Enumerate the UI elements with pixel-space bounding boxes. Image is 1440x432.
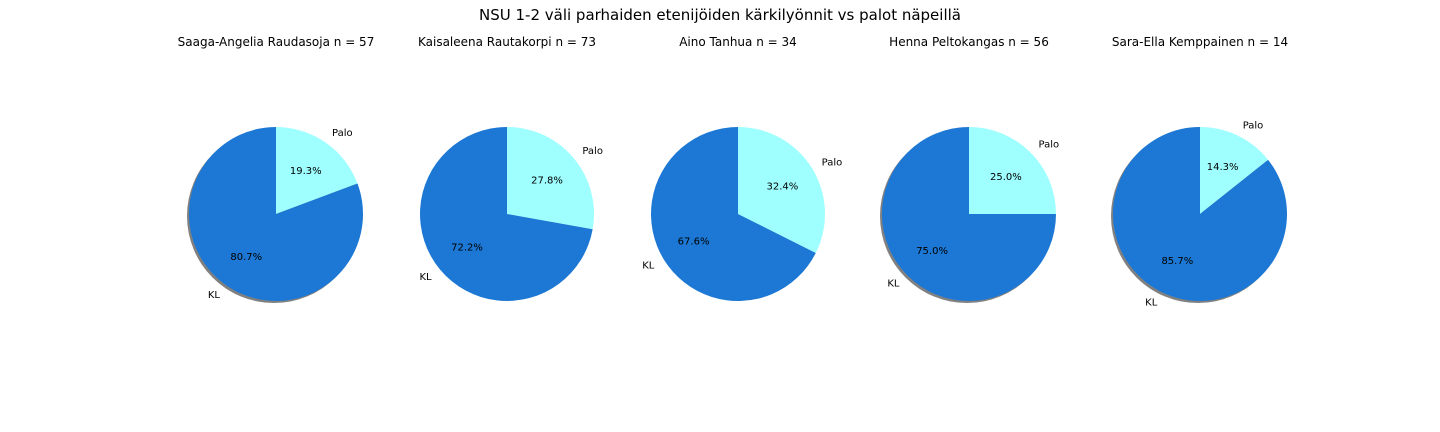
pie-slice-kl bbox=[419, 127, 593, 301]
slice-label-palo: Palo bbox=[332, 128, 353, 139]
slice-label-palo: Palo bbox=[822, 157, 843, 168]
slice-percent-palo: 25.0% bbox=[990, 172, 1022, 183]
pie-slice-kl bbox=[189, 127, 363, 301]
slice-percent-kl: 80.7% bbox=[230, 252, 262, 263]
pie-slice-kl bbox=[1112, 127, 1287, 302]
pie-title: Sara-Ella Kemppainen n = 14 bbox=[1112, 35, 1288, 49]
slice-percent-kl: 85.7% bbox=[1161, 256, 1193, 267]
pie-title: Kaisaleena Rautakorpi n = 73 bbox=[418, 35, 596, 49]
slice-label-kl: KL bbox=[887, 279, 900, 290]
slice-label-kl: KL bbox=[420, 272, 433, 283]
pie-chart-1: Saaga-Angelia Raudasoja n = 57 Palo 19.3% K… bbox=[178, 35, 375, 303]
pie-chart-3: Aino Tanhua n = 34 Palo 32.4% KL 67.6% bbox=[642, 35, 842, 301]
pie-chart-5: Sara-Ella Kemppainen n = 14 Palo 14.3% KL 85… bbox=[1111, 35, 1288, 309]
slice-percent-kl: 72.2% bbox=[451, 243, 483, 254]
slice-percent-kl: 75.0% bbox=[916, 246, 948, 257]
slice-label-kl: KL bbox=[208, 290, 221, 301]
slice-label-palo: Palo bbox=[1243, 120, 1264, 131]
chart-suptitle: NSU 1-2 väli parhaiden etenijöiden kärki… bbox=[479, 6, 961, 24]
pie-title: Henna Peltokangas n = 56 bbox=[889, 35, 1049, 49]
pie-chart-4: Henna Peltokangas n = 56 Palo 25.0% KL 75.0% bbox=[880, 35, 1059, 303]
slice-percent-palo: 27.8% bbox=[531, 175, 563, 186]
pie-slice-palo bbox=[738, 127, 826, 254]
pie-title: Saaga-Angelia Raudasoja n = 57 bbox=[178, 35, 375, 49]
slice-percent-palo: 19.3% bbox=[290, 166, 322, 177]
slice-label-kl: KL bbox=[642, 261, 655, 272]
pie-slice-palo bbox=[1200, 127, 1269, 214]
pie-slice-palo bbox=[969, 127, 1056, 214]
pie-slice-kl bbox=[882, 127, 1056, 301]
pie-chart-2: Kaisaleena Rautakorpi n = 73 Palo 27.8% KL 7… bbox=[418, 35, 603, 301]
slice-label-palo: Palo bbox=[582, 146, 603, 157]
pie-slice-palo bbox=[276, 127, 358, 214]
pie-slice-kl bbox=[651, 127, 816, 301]
slice-percent-palo: 14.3% bbox=[1207, 162, 1239, 173]
slice-percent-palo: 32.4% bbox=[767, 182, 799, 193]
slice-label-palo: Palo bbox=[1039, 139, 1060, 150]
pie-slice-palo bbox=[507, 126, 594, 230]
slice-percent-kl: 67.6% bbox=[678, 236, 710, 247]
pie-title: Aino Tanhua n = 34 bbox=[679, 35, 797, 49]
slice-label-kl: KL bbox=[1145, 298, 1158, 309]
